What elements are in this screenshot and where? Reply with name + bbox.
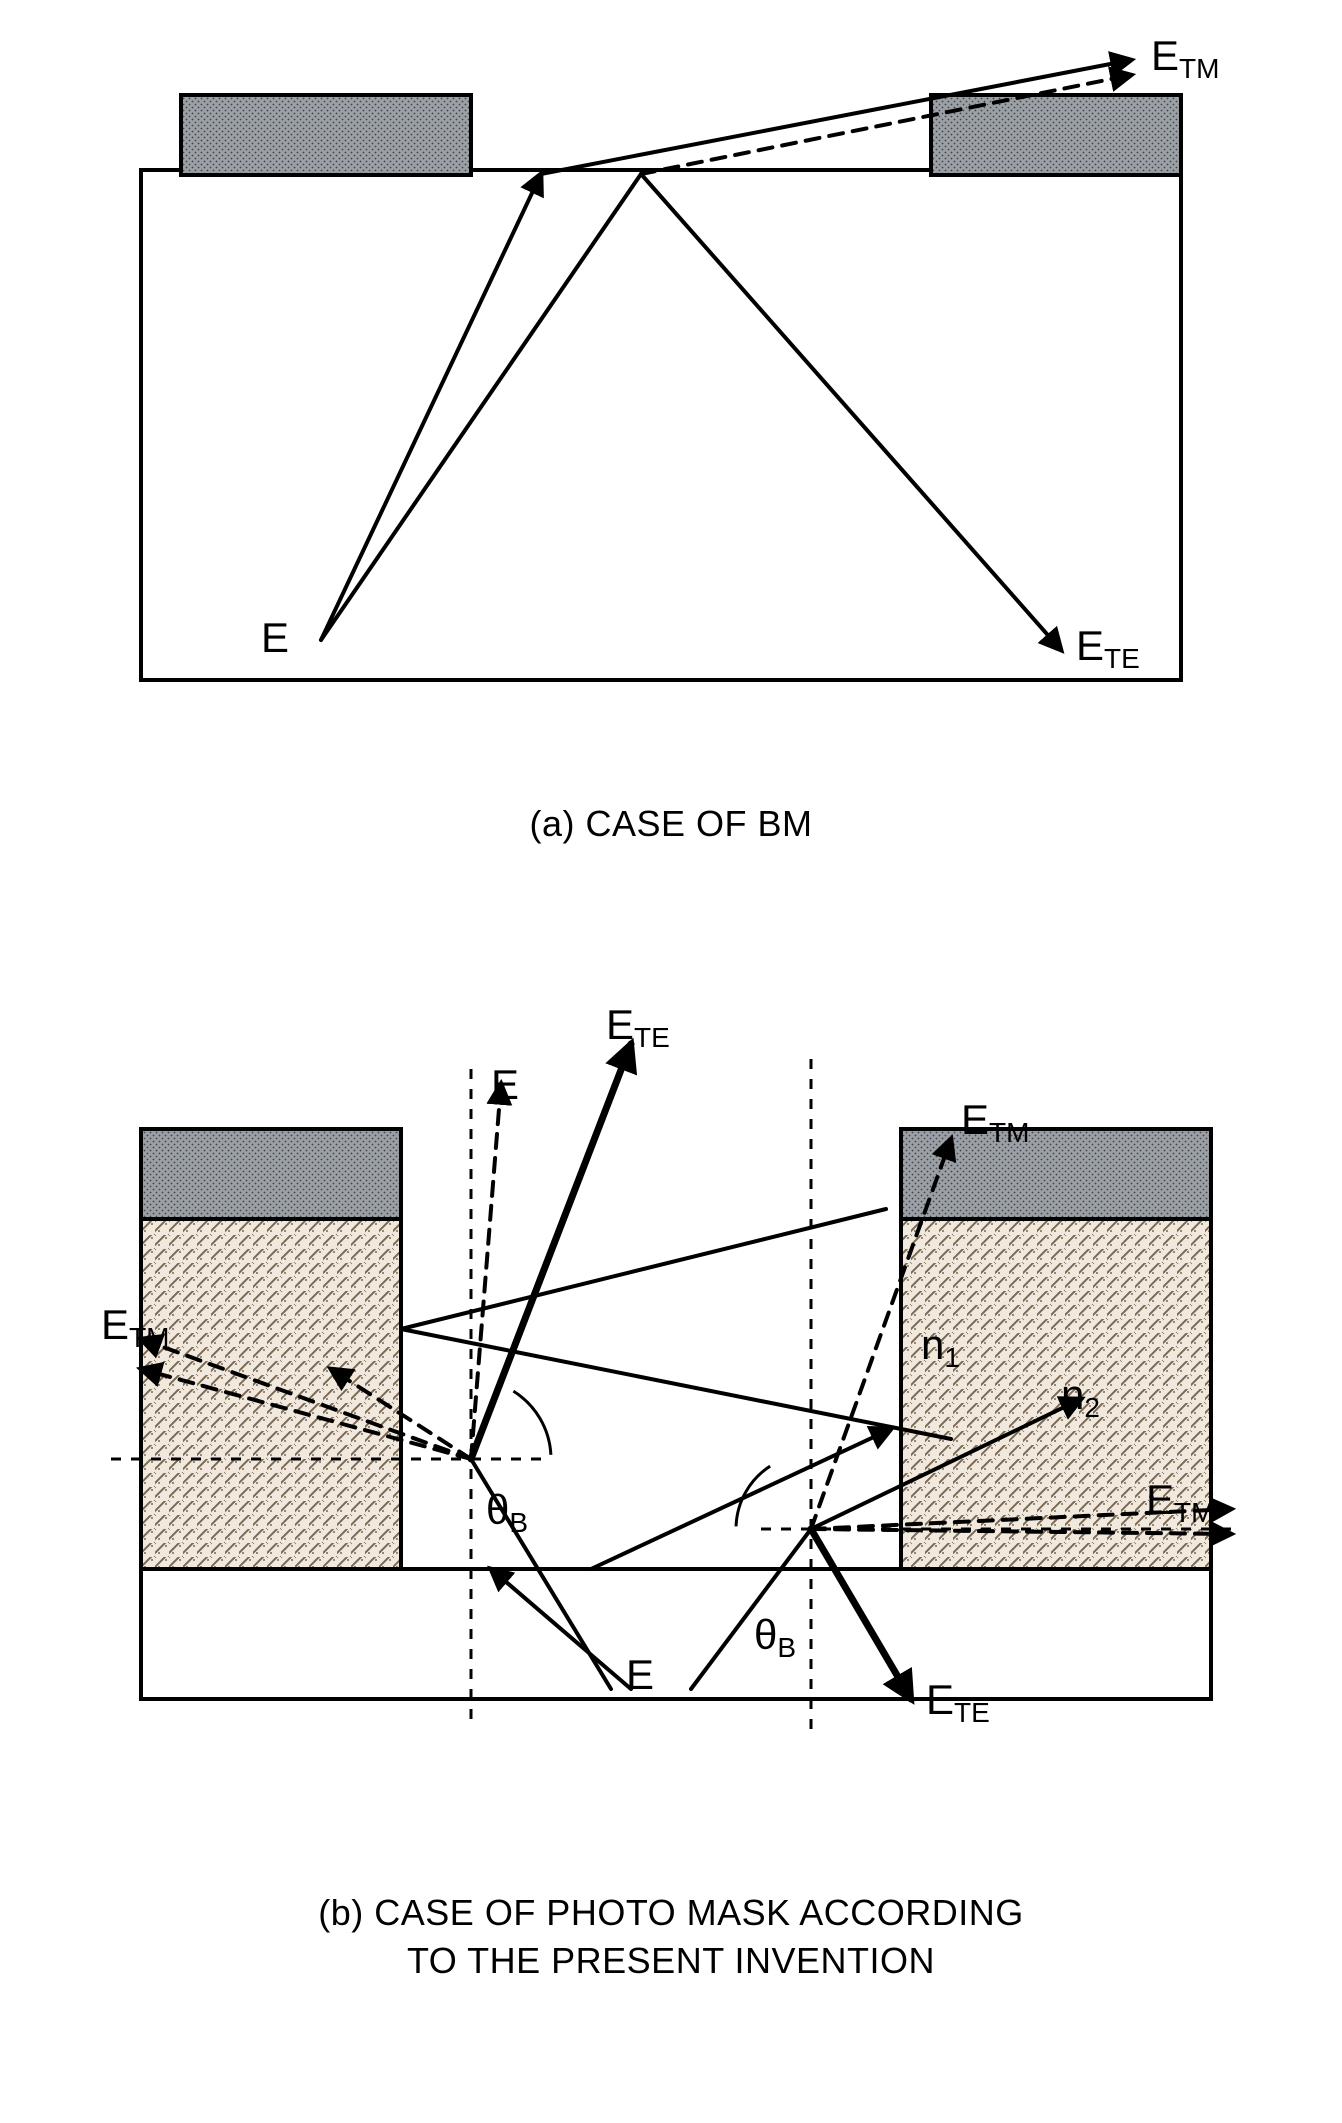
label-E_center: E (626, 1651, 654, 1698)
panel-a-caption: (a) CASE OF BM (71, 800, 1271, 849)
panel-b-caption-line2: TO THE PRESENT INVENTION (407, 1940, 935, 1981)
label-ETE_bot: ETE (926, 1676, 990, 1728)
diagram-a-svg: E ETE ETM (71, 40, 1271, 780)
panel-b-caption: (b) CASE OF PHOTO MASK ACCORDING TO THE … (71, 1889, 1271, 1986)
label-E: E (261, 614, 289, 661)
label-ETM_right1: ETM (961, 1096, 1029, 1148)
label-ETM: ETM (1151, 40, 1219, 84)
label-ETE_top: ETE (606, 1001, 670, 1053)
label-thetaB1: θB (486, 1486, 528, 1538)
diagram-b-svg: EEETEETMETMETMETEn1n2θBθB (71, 969, 1271, 1869)
panel-b: EEETEETMETMETMETEn1n2θBθB (b) CASE OF PH… (71, 969, 1271, 1986)
label-E_top: E (491, 1061, 519, 1108)
label-ETE: ETE (1076, 622, 1140, 674)
label-thetaB2: θB (754, 1611, 796, 1663)
panel-a: E ETE ETM (a) CASE OF BM (71, 40, 1271, 849)
panel-b-caption-line1: (b) CASE OF PHOTO MASK ACCORDING (318, 1892, 1023, 1933)
